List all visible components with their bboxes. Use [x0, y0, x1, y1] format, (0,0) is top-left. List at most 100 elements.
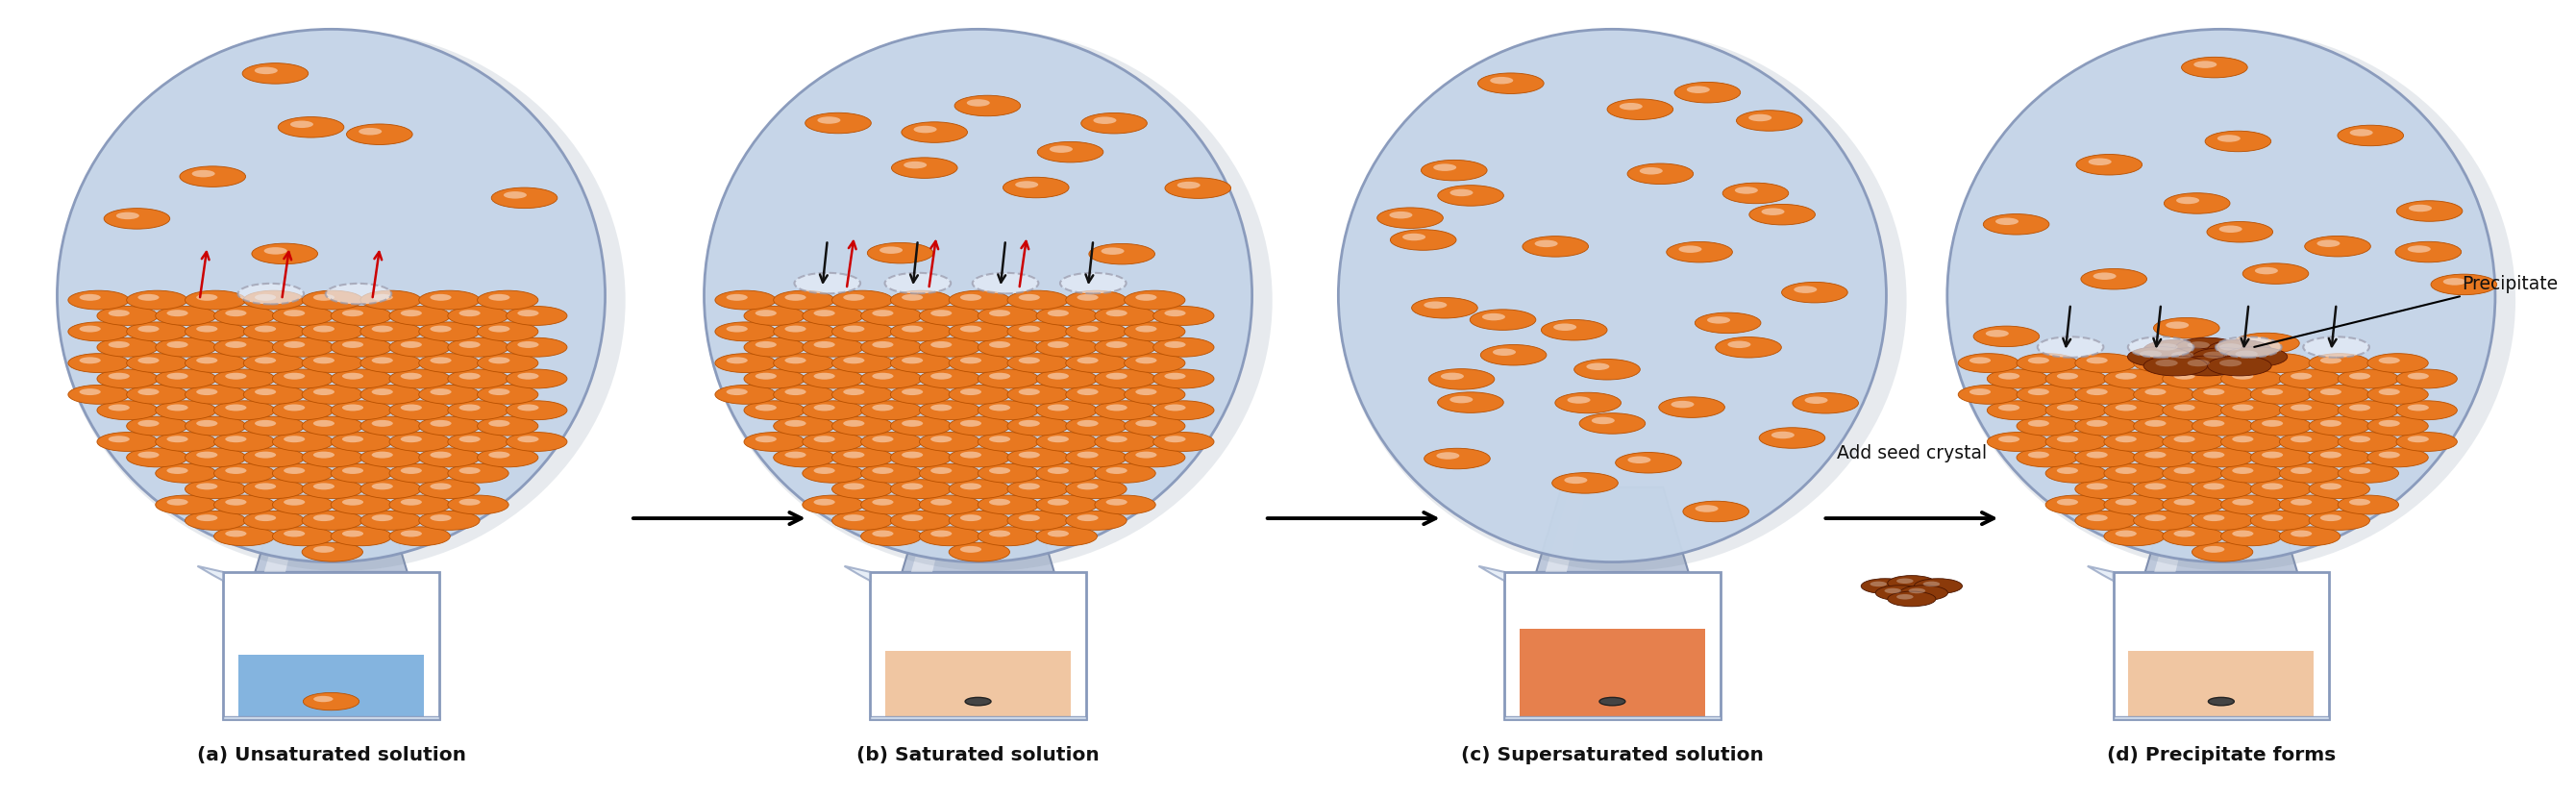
Circle shape — [1638, 168, 1662, 175]
Circle shape — [448, 496, 507, 515]
Circle shape — [860, 338, 922, 357]
Circle shape — [842, 294, 866, 301]
Circle shape — [2128, 337, 2195, 358]
Circle shape — [2251, 511, 2311, 530]
Circle shape — [80, 389, 100, 395]
Circle shape — [2208, 340, 2272, 360]
Circle shape — [2133, 448, 2195, 467]
Circle shape — [2076, 154, 2143, 175]
Circle shape — [2187, 359, 2210, 366]
Circle shape — [1164, 436, 1185, 442]
Text: Precipitate: Precipitate — [2254, 275, 2558, 347]
Circle shape — [80, 326, 100, 332]
Circle shape — [2105, 401, 2164, 420]
Bar — [2117, 575, 2125, 714]
Circle shape — [1440, 373, 1463, 380]
Circle shape — [1736, 110, 1803, 131]
Circle shape — [371, 389, 394, 395]
Circle shape — [2339, 369, 2398, 389]
Circle shape — [343, 373, 363, 380]
Circle shape — [2262, 452, 2282, 458]
Circle shape — [1708, 317, 1731, 324]
Circle shape — [389, 369, 451, 389]
Circle shape — [2087, 357, 2107, 364]
Circle shape — [2161, 401, 2223, 420]
Circle shape — [196, 483, 216, 490]
Circle shape — [2442, 278, 2465, 285]
Circle shape — [273, 338, 332, 357]
Circle shape — [891, 480, 951, 499]
Circle shape — [860, 464, 922, 483]
Circle shape — [2202, 357, 2226, 364]
Circle shape — [1018, 515, 1041, 521]
Circle shape — [2246, 337, 2269, 344]
Circle shape — [399, 342, 422, 348]
Circle shape — [2105, 464, 2164, 483]
Circle shape — [2290, 373, 2311, 380]
Circle shape — [2349, 436, 2370, 442]
Circle shape — [989, 468, 1010, 474]
Circle shape — [989, 530, 1010, 537]
Circle shape — [2308, 511, 2370, 530]
Circle shape — [786, 357, 806, 364]
Circle shape — [1136, 389, 1157, 395]
Circle shape — [126, 448, 188, 467]
Circle shape — [1672, 401, 1695, 408]
Circle shape — [185, 480, 245, 499]
Circle shape — [1986, 433, 2048, 452]
Circle shape — [2182, 57, 2246, 77]
Circle shape — [489, 294, 510, 301]
Circle shape — [904, 161, 927, 168]
Circle shape — [2143, 356, 2208, 376]
Circle shape — [744, 338, 804, 357]
Circle shape — [389, 527, 451, 546]
Circle shape — [1875, 586, 1924, 600]
Circle shape — [884, 273, 951, 294]
Circle shape — [786, 452, 806, 458]
Circle shape — [507, 369, 567, 389]
Circle shape — [914, 126, 938, 133]
Circle shape — [2221, 496, 2282, 515]
Circle shape — [139, 452, 160, 458]
Bar — [224, 717, 438, 719]
Circle shape — [860, 433, 922, 452]
Circle shape — [430, 483, 451, 490]
Circle shape — [155, 496, 216, 515]
Circle shape — [961, 357, 981, 364]
Circle shape — [2202, 515, 2226, 521]
Circle shape — [1082, 113, 1146, 133]
Circle shape — [2174, 468, 2195, 474]
Circle shape — [291, 120, 314, 128]
Circle shape — [214, 369, 276, 389]
Circle shape — [180, 166, 245, 187]
Circle shape — [224, 468, 247, 474]
Circle shape — [1481, 314, 1504, 321]
Circle shape — [2174, 530, 2195, 537]
Circle shape — [80, 294, 100, 301]
Circle shape — [371, 483, 394, 490]
Circle shape — [1682, 501, 1749, 522]
Circle shape — [2409, 436, 2429, 442]
Circle shape — [2105, 527, 2164, 546]
Circle shape — [459, 436, 479, 442]
Circle shape — [2146, 515, 2166, 521]
Circle shape — [448, 464, 507, 483]
Circle shape — [2339, 464, 2398, 483]
Circle shape — [2045, 496, 2107, 515]
Circle shape — [214, 496, 276, 515]
Circle shape — [920, 496, 981, 515]
Circle shape — [1164, 342, 1185, 348]
Circle shape — [2174, 499, 2195, 505]
Circle shape — [224, 342, 247, 348]
Circle shape — [1066, 290, 1126, 310]
Bar — [1507, 575, 1517, 714]
Circle shape — [399, 436, 422, 442]
Circle shape — [1437, 452, 1461, 460]
Circle shape — [2321, 389, 2342, 395]
Circle shape — [167, 342, 188, 348]
Circle shape — [255, 294, 276, 301]
Circle shape — [1564, 476, 1587, 484]
Circle shape — [245, 322, 304, 341]
Circle shape — [773, 322, 835, 341]
Circle shape — [389, 306, 451, 326]
